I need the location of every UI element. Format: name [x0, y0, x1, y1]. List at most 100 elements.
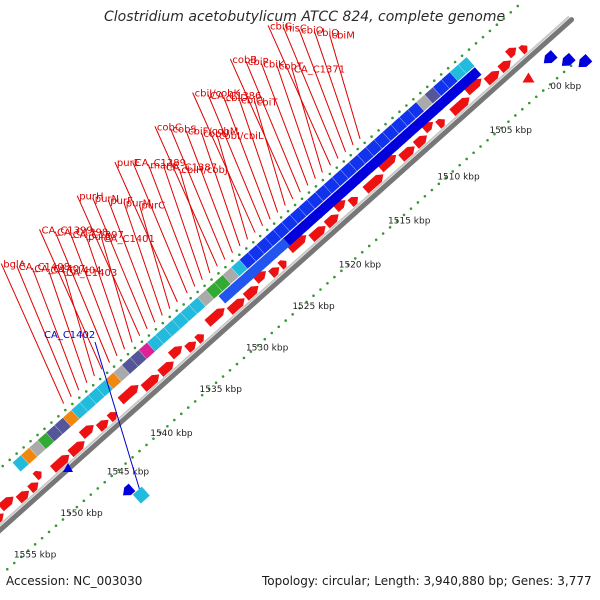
outer-tick-dot	[214, 381, 218, 385]
inner-tick-dot	[419, 91, 422, 95]
kbp-tick-label: 1520 kbp	[339, 261, 382, 271]
gene-callout-line	[283, 27, 339, 159]
inner-tick-dot	[509, 10, 513, 14]
cog-category-block	[399, 109, 416, 127]
cog-category-block	[189, 297, 206, 314]
gene-callout-line	[147, 164, 196, 287]
outer-tick-dot	[430, 188, 434, 192]
inner-tick-dot	[349, 153, 353, 157]
outer-tick-dot	[249, 350, 253, 353]
strand-marker-red	[522, 72, 535, 83]
outer-tick-dot	[326, 281, 329, 285]
cog-category-block	[12, 455, 29, 472]
forward-cds-arrow	[398, 146, 415, 162]
gene-label-blue: CA_C1402	[44, 330, 95, 341]
inner-tick-dot	[147, 334, 151, 337]
gene-label: cobI/cbiL	[219, 131, 264, 142]
outer-tick-dot	[263, 337, 267, 341]
inner-tick-dot	[474, 42, 478, 45]
gene-label: purM	[126, 198, 151, 209]
forward-cds-arrow	[167, 346, 183, 360]
outer-tick-dot	[152, 437, 155, 440]
cog-category-block	[424, 87, 441, 104]
cog-category-block	[63, 410, 80, 427]
cog-category-block	[37, 432, 55, 449]
outer-tick-dot	[228, 369, 232, 372]
forward-cds-arrow	[308, 225, 326, 242]
outer-tick-dot	[500, 126, 503, 130]
inner-tick-dot	[363, 141, 366, 145]
inner-tick-dot	[119, 359, 123, 362]
gene-label: cbiC	[241, 95, 263, 106]
outer-tick-dot	[298, 306, 301, 310]
outer-tick-dot	[527, 101, 531, 105]
inner-tick-dot	[425, 85, 429, 89]
outer-tick-dot	[40, 536, 44, 540]
outer-tick-dot	[555, 76, 559, 80]
inner-tick-dot	[133, 346, 137, 350]
outer-tick-dot	[493, 132, 496, 136]
cog-category-block	[281, 214, 298, 232]
outer-tick-dot	[444, 176, 448, 179]
forward-cds-arrow	[323, 214, 339, 229]
genome-backbone-shadow	[0, 15, 570, 527]
cog-category-block	[121, 357, 139, 374]
inner-tick-dot	[516, 4, 520, 8]
forward-cds-arrow	[49, 454, 70, 473]
gene-callout-line	[101, 238, 133, 343]
forward-cds-arrow	[194, 334, 204, 344]
gene-label: manC	[150, 160, 179, 171]
gene-callout-line-blue	[94, 341, 142, 496]
forward-cds-arrow	[377, 154, 397, 173]
gene-label: cbiJ/cobK	[195, 89, 241, 100]
cog-category-block	[433, 79, 450, 96]
forward-cds-arrow	[117, 385, 139, 405]
forward-cds-arrow	[0, 496, 14, 512]
gene-callout-line	[207, 94, 264, 227]
cog-category-block	[96, 380, 113, 397]
cog-category-block	[290, 207, 307, 224]
gene-label: cobB	[232, 55, 257, 66]
outer-tick-dot	[103, 480, 107, 484]
cog-category-block	[340, 162, 357, 179]
outer-tick-dot	[131, 456, 134, 459]
cog-category-block	[54, 417, 71, 434]
cog-category-block	[264, 229, 282, 247]
inner-tick-dot	[210, 278, 213, 281]
reverse-cds-block	[218, 289, 233, 304]
gene-label: CA_C1399	[42, 225, 93, 236]
gene-callout-line	[260, 63, 309, 186]
cog-category-block	[222, 267, 240, 284]
inner-tick-dot	[8, 458, 11, 462]
forward-cds-arrow	[286, 235, 307, 254]
gene-label: purD	[88, 232, 113, 243]
cog-category-block	[458, 57, 475, 74]
gene-callout-line	[154, 126, 218, 267]
map-title: Clostridium acetobutylicum ATCC 824, com…	[104, 9, 506, 25]
cog-category-block	[132, 486, 150, 504]
gene-label: cbiT	[257, 97, 279, 108]
inner-tick-dot	[405, 104, 408, 107]
forward-cds-arrow	[347, 196, 359, 208]
cog-category-block	[214, 274, 231, 292]
outer-tick-dot	[235, 362, 239, 366]
inner-tick-dot	[265, 228, 269, 232]
outer-tick-dot	[367, 244, 371, 248]
cog-category-block	[46, 425, 63, 442]
outer-tick-dot	[193, 400, 197, 403]
outer-tick-dot	[562, 70, 566, 74]
outer-tick-dot	[409, 207, 413, 210]
cog-category-block	[206, 282, 223, 299]
outer-tick-dot	[89, 493, 93, 496]
gene-callout-line	[223, 96, 271, 220]
accession-text: Accession: NC_003030	[6, 574, 143, 588]
gene-callout-line	[291, 68, 323, 173]
outer-tick-dot	[340, 269, 343, 273]
forward-cds-arrow	[483, 70, 500, 86]
gene-callout-line	[70, 233, 118, 357]
inner-tick-dot	[168, 315, 172, 319]
reverse-cds-arrow	[543, 50, 558, 64]
inner-tick-dot	[488, 29, 492, 33]
outer-tick-dot	[19, 555, 23, 559]
